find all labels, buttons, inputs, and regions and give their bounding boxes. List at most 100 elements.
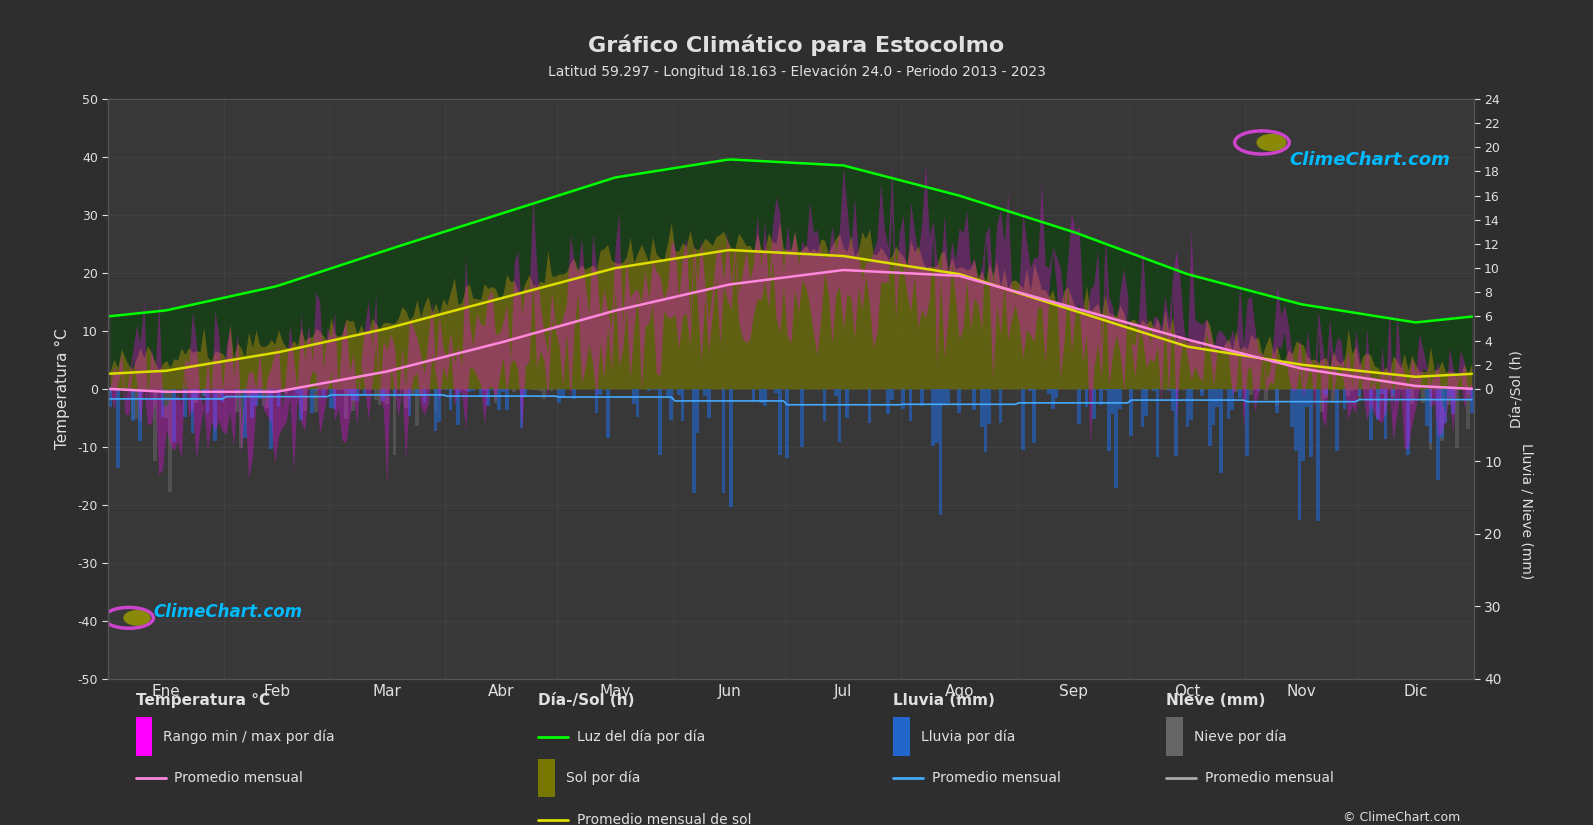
Bar	[433, 389, 438, 412]
Bar	[691, 389, 696, 493]
Bar	[561, 389, 564, 397]
Bar	[846, 389, 849, 417]
Bar	[191, 389, 194, 433]
Bar	[1429, 389, 1432, 450]
FancyBboxPatch shape	[135, 718, 151, 756]
Bar	[1115, 389, 1118, 488]
Bar	[1324, 389, 1327, 398]
Bar	[1201, 389, 1204, 396]
Bar	[957, 389, 961, 412]
Bar	[1301, 389, 1305, 460]
Bar	[1182, 389, 1185, 390]
Bar	[1448, 389, 1451, 397]
Bar	[352, 389, 355, 400]
Bar	[322, 389, 325, 398]
Bar	[1410, 389, 1413, 404]
Bar	[139, 389, 142, 441]
Bar	[1107, 389, 1110, 451]
Bar	[707, 389, 710, 417]
Bar	[497, 389, 502, 410]
Bar	[505, 389, 508, 410]
Bar	[983, 389, 988, 452]
Bar	[1440, 389, 1443, 441]
Bar	[1351, 389, 1354, 391]
Bar	[1029, 389, 1032, 391]
Bar	[131, 389, 134, 421]
Text: Promedio mensual: Promedio mensual	[932, 771, 1061, 785]
Bar	[1152, 389, 1155, 390]
Bar	[658, 389, 661, 455]
Bar	[244, 389, 247, 438]
Bar	[1298, 389, 1301, 391]
Text: Latitud 59.297 - Longitud 18.163 - Elevación 24.0 - Periodo 2013 - 2023: Latitud 59.297 - Longitud 18.163 - Eleva…	[548, 64, 1045, 79]
Bar	[1246, 389, 1249, 456]
Bar	[730, 389, 733, 507]
Bar	[890, 389, 894, 400]
FancyBboxPatch shape	[1166, 718, 1182, 756]
Bar	[1391, 389, 1395, 398]
Bar	[538, 389, 542, 391]
Bar	[330, 389, 333, 408]
Bar	[1215, 389, 1219, 407]
Text: Gráfico Climático para Estocolmo: Gráfico Climático para Estocolmo	[588, 35, 1005, 56]
Bar	[1376, 389, 1380, 420]
Bar	[774, 389, 777, 393]
Bar	[636, 389, 639, 417]
Bar	[131, 389, 134, 419]
Text: Promedio mensual: Promedio mensual	[174, 771, 303, 785]
Bar	[1294, 389, 1298, 451]
Bar	[419, 389, 422, 396]
Text: Promedio mensual de sol: Promedio mensual de sol	[577, 813, 750, 825]
Bar	[1155, 389, 1160, 458]
Bar	[666, 389, 669, 396]
Bar	[1391, 389, 1395, 395]
Bar	[250, 389, 255, 418]
Bar	[438, 389, 441, 422]
Bar	[1470, 389, 1474, 413]
Bar	[722, 389, 725, 493]
Bar	[108, 389, 112, 408]
Bar	[1144, 389, 1149, 391]
Bar	[988, 389, 991, 424]
Bar	[378, 389, 381, 405]
Bar	[1424, 389, 1429, 427]
Bar	[169, 389, 172, 492]
Bar	[1276, 389, 1279, 412]
Bar	[449, 389, 452, 399]
Bar	[1335, 389, 1338, 451]
Bar	[921, 389, 924, 407]
Bar	[1118, 389, 1121, 408]
Bar	[494, 389, 497, 403]
Bar	[1466, 389, 1470, 391]
Bar	[752, 389, 755, 401]
Bar	[1144, 389, 1149, 416]
Bar	[763, 389, 766, 407]
Bar	[314, 389, 317, 412]
Bar	[594, 389, 599, 413]
Bar	[680, 389, 685, 422]
Bar	[1190, 389, 1193, 390]
Bar	[1163, 389, 1166, 390]
Ellipse shape	[1257, 134, 1287, 151]
Bar	[999, 389, 1002, 423]
Bar	[835, 389, 838, 396]
Bar	[980, 389, 983, 427]
Bar	[1440, 389, 1443, 438]
Bar	[1448, 389, 1451, 405]
Bar	[1185, 389, 1190, 427]
Bar	[333, 389, 336, 408]
Bar	[478, 389, 483, 396]
Bar	[1309, 389, 1313, 457]
Bar	[213, 389, 217, 441]
Bar	[524, 389, 527, 397]
Bar	[1190, 389, 1193, 420]
Bar	[1166, 389, 1171, 391]
Bar	[655, 389, 658, 390]
Text: © ClimeChart.com: © ClimeChart.com	[1343, 811, 1459, 823]
Bar	[938, 389, 943, 516]
Bar	[403, 389, 408, 408]
Bar	[220, 389, 225, 402]
Bar	[1384, 389, 1388, 415]
Bar	[677, 389, 680, 394]
Bar	[314, 389, 317, 391]
